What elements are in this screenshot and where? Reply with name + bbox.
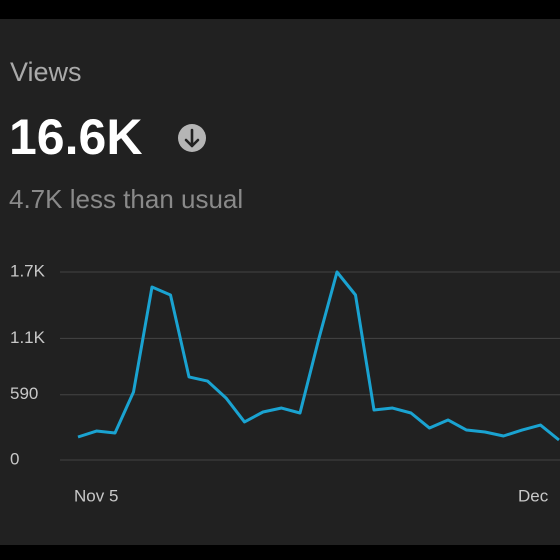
data-line: [77, 270, 560, 442]
trend-icon: [178, 124, 206, 152]
y-tick-label: 0: [10, 449, 19, 468]
panel: [0, 19, 560, 545]
y-tick-label: 1.1K: [10, 328, 46, 347]
card-title: Views: [10, 57, 82, 87]
y-tick-label: 1.7K: [10, 261, 46, 280]
x-tick-label: Dec: [518, 486, 549, 505]
comparison: 4.7K less than usual: [9, 184, 243, 214]
x-tick-label: Nov 5: [74, 486, 118, 505]
y-tick-label: 590: [10, 384, 38, 403]
chart: 0 590 1.1K 1.7K Nov 5 Dec: [10, 261, 560, 505]
metric-value: 16.6K: [9, 109, 142, 165]
